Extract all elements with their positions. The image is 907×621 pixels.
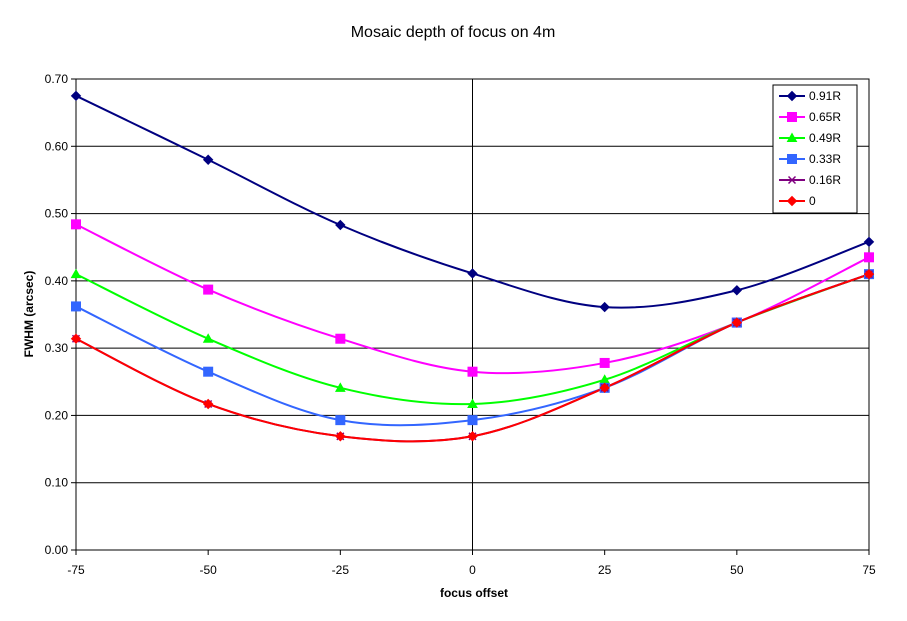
data-point-0.33R: [467, 415, 478, 426]
data-point-0: [202, 398, 214, 410]
legend-item: 0: [779, 194, 816, 208]
y-tick-label: 0.70: [45, 72, 69, 86]
x-tick-label: 0: [469, 563, 476, 577]
data-point-0.65R: [335, 333, 346, 344]
data-point-0: [731, 317, 743, 328]
x-tick-label: -50: [199, 563, 217, 577]
data-point-0.49R: [202, 333, 214, 343]
data-point-0.65R: [71, 219, 81, 230]
legend-label: 0.65R: [809, 110, 841, 124]
legend-item: 0.91R: [779, 89, 841, 103]
legend-box: [772, 84, 858, 214]
data-point-0.91R: [599, 301, 610, 313]
data-point-0.65R: [203, 284, 214, 295]
data-point-0: [467, 431, 478, 442]
legend-marker: [786, 132, 798, 142]
legend-marker: [787, 112, 797, 122]
y-tick-label: 0.20: [45, 408, 69, 422]
data-point-0.33R: [335, 415, 346, 426]
chart-title: Mosaic depth of focus on 4m: [351, 24, 556, 41]
x-axis-label: focus offset: [440, 586, 508, 600]
x-tick-label: -25: [332, 563, 350, 577]
data-point-0.91R: [335, 219, 346, 231]
x-tick-label: 50: [730, 563, 744, 577]
legend-label: 0.91R: [809, 89, 841, 103]
data-point-0.33R: [71, 301, 81, 312]
data-point-0.91R: [863, 236, 875, 248]
legend-item: 0.65R: [779, 110, 841, 124]
data-point-0.49R: [467, 398, 478, 408]
y-tick-labels: 0.00 0.10 0.20 0.30 0.40 0.50 0.60 0.70: [45, 72, 76, 557]
legend-marker: [786, 90, 798, 102]
legend-label: 0.49R: [809, 131, 841, 145]
data-point-0: [599, 382, 610, 394]
legend-label: 0.33R: [809, 152, 841, 166]
data-point-0.91R: [70, 90, 82, 102]
y-tick-label: 0.30: [45, 341, 69, 355]
y-tick-label: 0.10: [45, 476, 69, 490]
legend-item: 0.16R: [779, 173, 841, 187]
y-axis-label: FWHM (arcsec): [22, 271, 36, 358]
x-tick-label: 25: [598, 563, 612, 577]
data-point-0.49R: [70, 268, 82, 279]
series-markers: [70, 90, 875, 442]
data-point-0.65R: [467, 366, 478, 377]
legend: 0.91R 0.65R 0.49R 0.33R 0.16R 0: [772, 84, 858, 214]
x-tick-label: 75: [862, 563, 876, 577]
data-point-0.33R: [203, 366, 214, 377]
x-tick-label: -75: [67, 563, 85, 577]
data-point-0.91R: [467, 268, 478, 279]
data-point-0.49R: [334, 382, 346, 392]
data-point-0: [335, 431, 346, 442]
legend-marker: [787, 175, 797, 185]
x-tick-labels: -75 -50 -25 0 25 50 75: [67, 550, 876, 577]
data-point-0.65R: [599, 357, 610, 368]
legend-marker: [786, 195, 798, 207]
data-point-0: [863, 268, 875, 280]
data-point-0: [70, 333, 82, 344]
legend-item: 0.49R: [779, 131, 841, 145]
y-tick-label: 0.60: [45, 139, 69, 153]
data-point-0.65R: [864, 252, 874, 263]
legend-label: 0: [809, 194, 816, 208]
y-tick-label: 0.50: [45, 207, 69, 221]
data-point-0.91R: [202, 154, 214, 165]
data-point-0.91R: [731, 285, 743, 296]
legend-item: 0.33R: [779, 152, 841, 166]
y-tick-label: 0.40: [45, 274, 69, 288]
y-tick-label: 0.00: [45, 543, 69, 557]
legend-label: 0.16R: [809, 173, 841, 187]
legend-marker: [787, 154, 797, 164]
